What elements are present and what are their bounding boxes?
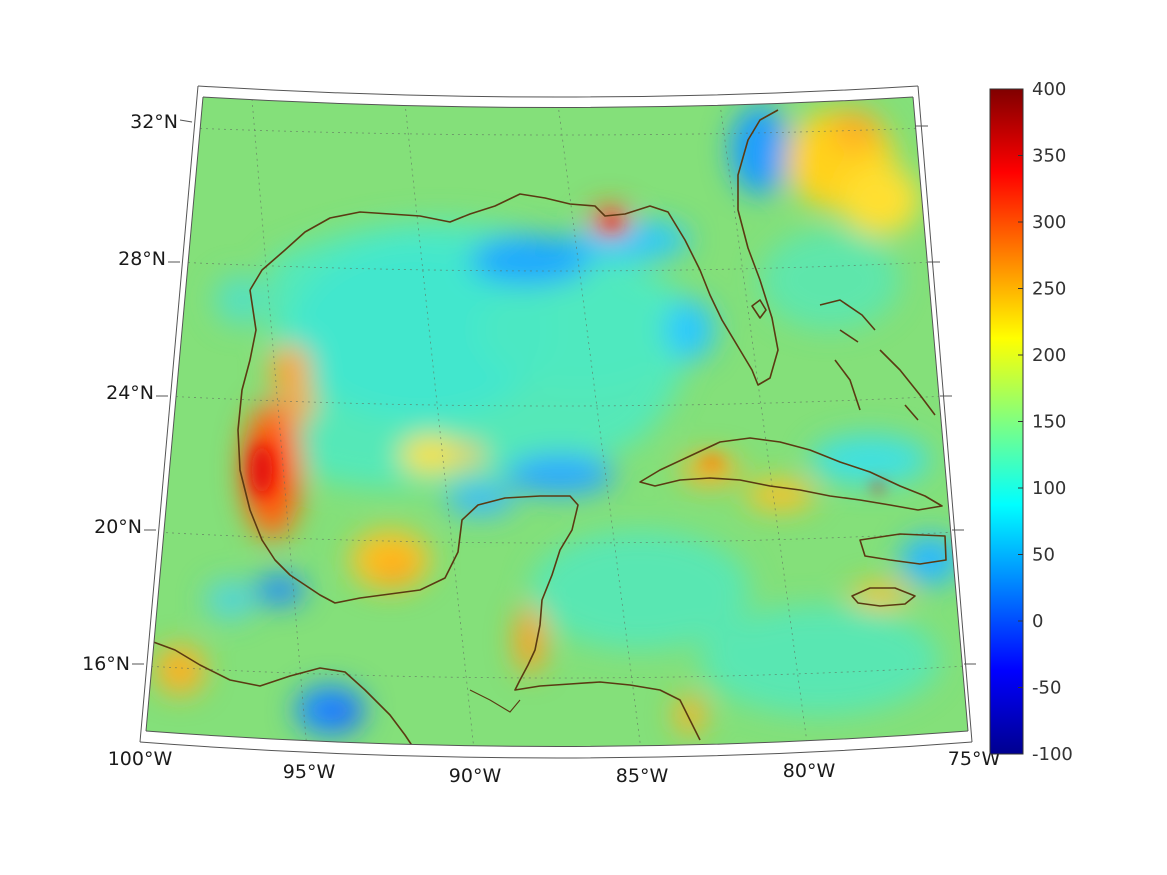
- colorbar-tick-label: -100: [1032, 744, 1073, 765]
- pacific-coastline: [147, 639, 416, 747]
- colorbar-tick-label: 0: [1032, 611, 1043, 632]
- field-blobs: [155, 105, 960, 735]
- lon-label-95w: 95°W: [283, 761, 336, 783]
- lon-label-75w: 75°W: [948, 748, 1001, 770]
- jamaica-coastline: [851, 587, 916, 607]
- colorbar: 400 350 300 250 200 150 100 50 0 -50 -100: [989, 79, 1073, 765]
- coastlines: [147, 109, 947, 747]
- mexico-coastline: [237, 289, 701, 741]
- colorbar-tick-label: 50: [1032, 545, 1055, 566]
- latitude-labels: 32°N 28°N 24°N 20°N 16°N: [82, 111, 178, 675]
- lat-label-28n: 28°N: [118, 248, 166, 270]
- cuba-coastline: [639, 437, 943, 511]
- guatemala-border: [469, 689, 521, 713]
- colorbar-gradient: [989, 88, 1024, 755]
- lon-label-90w: 90°W: [449, 765, 502, 787]
- colorbar-tick-label: -50: [1032, 678, 1061, 699]
- hispaniola-coastline: [859, 533, 947, 565]
- lon-label-80w: 80°W: [783, 760, 836, 782]
- field-hotspots: [252, 216, 883, 495]
- lat-label-32n: 32°N: [130, 111, 178, 133]
- map-frame: [132, 85, 976, 759]
- gulf-coastline: [249, 109, 779, 386]
- colorbar-ticks: 400 350 300 250 200 150 100 50 0 -50 -100: [1018, 79, 1073, 765]
- lat-label-16n: 16°N: [82, 653, 130, 675]
- data-field: [146, 97, 968, 747]
- lake-okeechobee: [751, 299, 767, 319]
- bahamas-coastline: [819, 299, 936, 421]
- colorbar-tick-label: 150: [1032, 412, 1066, 433]
- colorbar-tick-label: 400: [1032, 79, 1066, 100]
- lat-label-24n: 24°N: [106, 382, 154, 404]
- graticule: [146, 98, 967, 747]
- colorbar-tick-label: 350: [1032, 146, 1066, 167]
- colorbar-tick-label: 100: [1032, 478, 1066, 499]
- colorbar-tick-label: 250: [1032, 279, 1066, 300]
- lon-label-85w: 85°W: [616, 765, 669, 787]
- lon-label-100w: 100°W: [108, 748, 173, 770]
- lat-label-20n: 20°N: [94, 516, 142, 538]
- colorbar-tick-label: 300: [1032, 212, 1066, 233]
- longitude-labels: 100°W 95°W 90°W 85°W 80°W 75°W: [108, 748, 1001, 787]
- colorbar-tick-label: 200: [1032, 345, 1066, 366]
